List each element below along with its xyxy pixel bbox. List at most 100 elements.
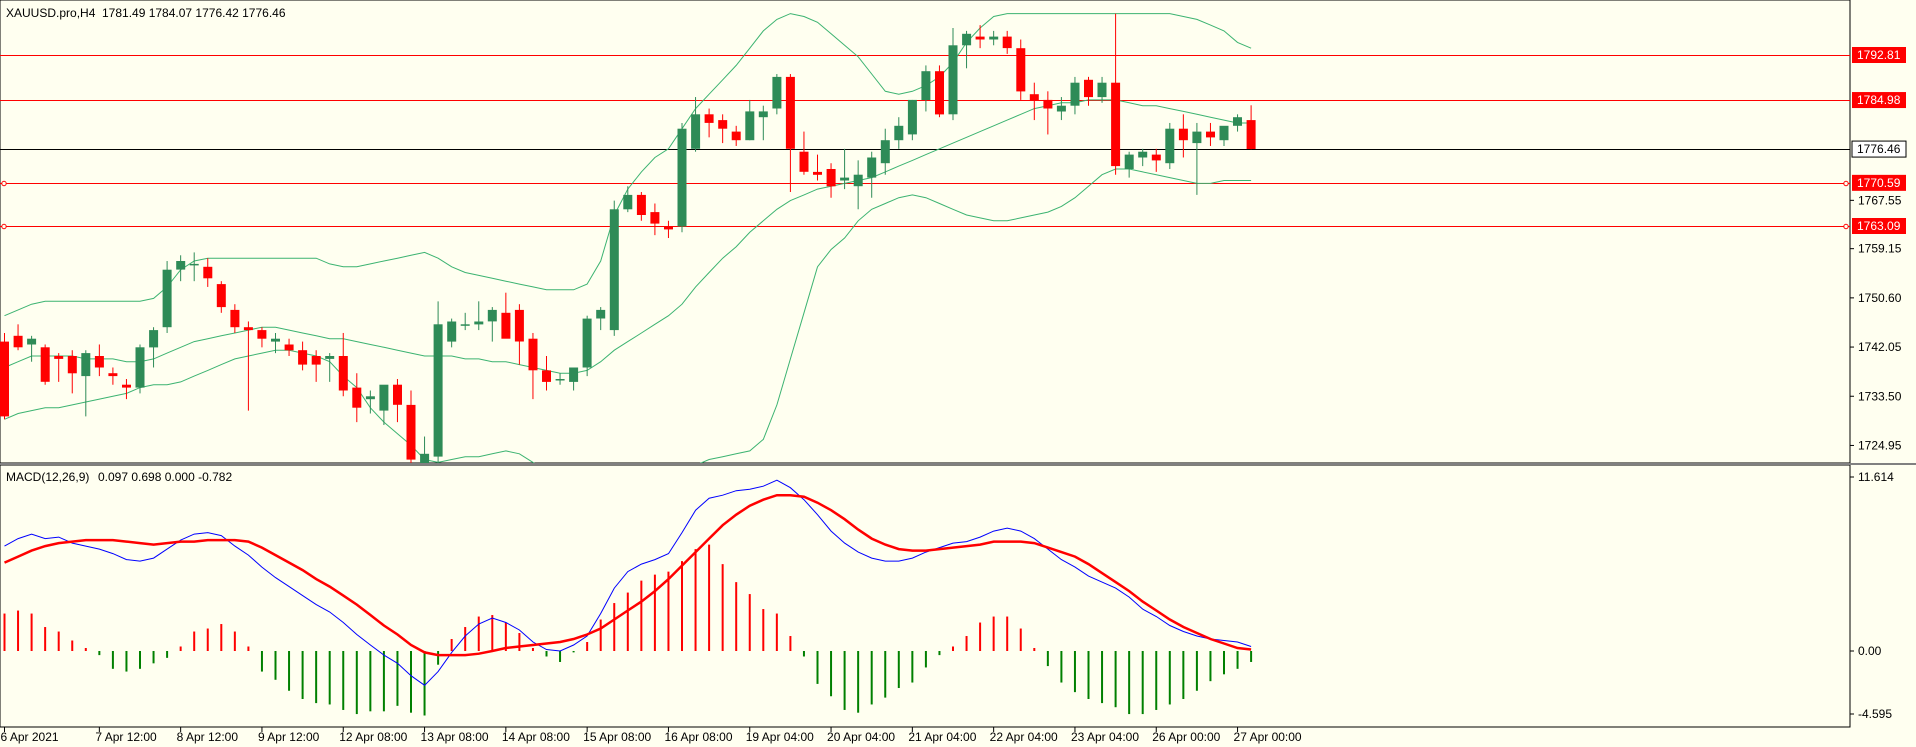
- candle-body: [731, 131, 741, 141]
- candle-body: [1151, 154, 1161, 161]
- candle-body: [555, 379, 565, 381]
- price-panel-border: [0, 0, 1851, 464]
- candle-body: [691, 114, 701, 149]
- candle-body: [799, 151, 809, 172]
- candle-body: [284, 344, 294, 351]
- candle-body: [962, 33, 972, 46]
- candle-body: [840, 177, 850, 181]
- time-tick-label: 20 Apr 04:00: [827, 730, 895, 744]
- candle-body: [230, 309, 240, 328]
- candle-body: [1138, 151, 1148, 158]
- time-tick-label: 12 Apr 08:00: [339, 730, 407, 744]
- price-tick-label: 1767.55: [1858, 193, 1902, 207]
- macd-values-header: 0.097 0.698 0.000 -0.782: [98, 470, 232, 484]
- level-tag-1792.81: [1852, 47, 1906, 63]
- candle-body: [162, 269, 172, 328]
- time-tick-label: 26 Apr 00:00: [1152, 730, 1220, 744]
- time-tick-label: 16 Apr 08:00: [664, 730, 732, 744]
- candle-body: [460, 324, 470, 326]
- time-tick-label: 23 Apr 04:00: [1071, 730, 1139, 744]
- candle-body: [1084, 79, 1093, 98]
- time-tick-label: 22 Apr 04:00: [990, 730, 1058, 744]
- candle-body: [433, 324, 443, 457]
- macd-tick-label: -4.595: [1858, 707, 1892, 721]
- candle-body: [677, 128, 687, 227]
- candle-body: [67, 356, 77, 374]
- candle-body: [704, 114, 714, 123]
- candle-body: [1056, 105, 1066, 112]
- candle-body: [718, 120, 728, 129]
- candle-body: [352, 387, 362, 408]
- candle-body: [1233, 117, 1242, 126]
- candle-body: [785, 76, 795, 149]
- candle-body: [650, 212, 660, 224]
- candle-body: [1165, 128, 1175, 164]
- candle-body: [542, 370, 551, 382]
- signal-line: [3, 493, 1252, 657]
- candle-body: [1002, 36, 1012, 49]
- candle-body: [745, 111, 755, 141]
- bollinger-upper-line: [4, 13, 1252, 317]
- candle-body: [243, 327, 253, 331]
- time-tick-label: 13 Apr 08:00: [421, 730, 489, 744]
- axes: 1767.55 1759.15 1750.60 1742.05 1733.50 1724.…: [1, 47, 1907, 744]
- candle-body: [935, 71, 944, 115]
- candle-body: [989, 36, 999, 40]
- candle-body: [203, 266, 213, 279]
- candle-body: [569, 367, 579, 382]
- candle-body: [325, 356, 335, 359]
- candle-body: [596, 309, 606, 319]
- level-tag-label: 1776.46: [1857, 142, 1901, 156]
- candle-body: [338, 356, 348, 391]
- candle-body: [176, 261, 186, 270]
- candle-body: [609, 209, 619, 331]
- level-anchor-right-1770.59[interactable]: [1843, 180, 1849, 187]
- candle-body: [81, 353, 91, 377]
- chart-title: XAUUSD.pro,H4: [6, 6, 96, 20]
- candle-body: [1124, 154, 1134, 169]
- level-tag-1776.46: [1851, 140, 1907, 158]
- time-tick-label: 14 Apr 08:00: [502, 730, 570, 744]
- candle-body: [1029, 94, 1039, 100]
- time-tick-label: 21 Apr 04:00: [908, 730, 976, 744]
- candle-body: [813, 171, 822, 175]
- level-anchor-1770.59[interactable]: [1, 180, 7, 187]
- candle-body: [514, 309, 524, 342]
- candle-body: [122, 384, 131, 388]
- candle-body: [189, 263, 199, 266]
- level-tag-1770.59: [1852, 174, 1906, 191]
- price-tick-label: 1742.05: [1858, 340, 1902, 354]
- candle-body: [636, 194, 646, 215]
- candle-body: [1043, 99, 1053, 109]
- candle-body: [393, 384, 402, 405]
- level-anchor-1763.09[interactable]: [1, 223, 7, 230]
- candle-body: [894, 125, 904, 141]
- candle-body: [528, 338, 538, 371]
- level-tag-1784.98: [1852, 92, 1906, 109]
- time-tick-label: 27 Apr 00:00: [1234, 730, 1302, 744]
- candle-body: [826, 169, 836, 187]
- candle-body: [1246, 120, 1256, 149]
- price-tick-label: 1724.95: [1858, 438, 1902, 452]
- time-tick-label: 9 Apr 12:00: [258, 730, 320, 744]
- candle-body: [880, 140, 890, 164]
- level-tag-label: 1770.59: [1857, 176, 1901, 190]
- candle-body: [1219, 125, 1229, 141]
- price-tick-label: 1759.15: [1858, 242, 1902, 256]
- level-anchor-right-1763.09[interactable]: [1843, 223, 1849, 230]
- candle-body: [13, 335, 23, 348]
- candle-body: [108, 373, 118, 377]
- candle-body: [474, 321, 484, 325]
- candle-body: [664, 226, 673, 230]
- candle-body: [1206, 131, 1215, 138]
- candle-body: [298, 350, 308, 365]
- macd-plot: [3, 479, 1253, 716]
- candle-body: [1097, 82, 1107, 98]
- candle-body: [975, 36, 985, 40]
- price-plot: [0, 13, 1850, 463]
- macd-panel-border: [0, 464, 1851, 728]
- candle-body: [257, 330, 267, 339]
- ohlc-header: 1781.49 1784.07 1776.42 1776.46: [102, 6, 286, 20]
- candle-body: [365, 396, 375, 400]
